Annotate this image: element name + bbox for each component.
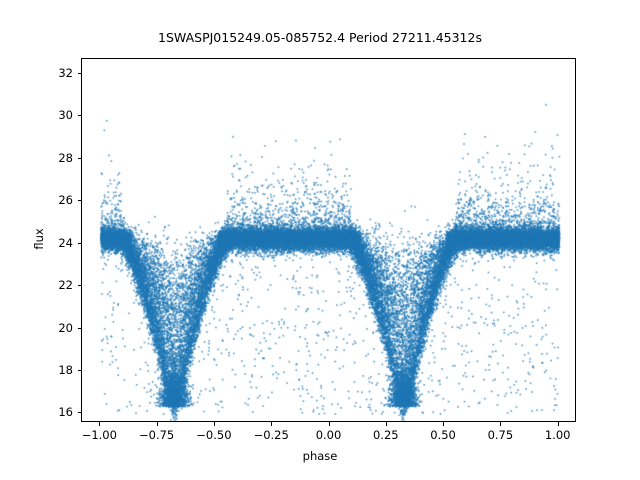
page-title: 1SWASPJ015249.05-085752.4 Period 27211.4…: [158, 30, 482, 45]
x-axis-tick-mark: [443, 422, 445, 426]
y-axis-label: flux: [32, 228, 46, 250]
plot-axes: [81, 58, 576, 422]
x-axis-tick-label: −0.25: [253, 428, 289, 442]
y-axis-tick-label: 30: [58, 108, 73, 123]
y-axis-tick-label: 28: [58, 150, 73, 165]
x-axis-tick-mark: [99, 422, 101, 426]
x-axis-tick-mark: [557, 422, 559, 426]
x-axis-tick-mark: [385, 422, 387, 426]
y-axis-tick-label: 20: [58, 320, 73, 335]
x-axis-tick-label: −0.50: [196, 428, 232, 442]
x-axis-tick-mark: [213, 422, 215, 426]
scatter-plot-points: [82, 59, 575, 421]
x-axis-tick-mark: [500, 422, 502, 426]
x-axis-label: phase: [302, 449, 338, 463]
y-axis-tick-label: 32: [58, 65, 73, 80]
x-axis-tick-label: 0.00: [315, 428, 342, 442]
x-axis-tick-mark: [271, 422, 273, 426]
y-axis-tick-label: 22: [58, 278, 73, 293]
y-axis-tick-label: 26: [58, 193, 73, 208]
x-axis-tick-label: 0.75: [487, 428, 514, 442]
x-axis-tick-label: −1.00: [81, 428, 117, 442]
x-axis-tick-label: 1.00: [544, 428, 571, 442]
y-axis-tick-label: 18: [58, 363, 73, 377]
x-axis-tick-label: 0.50: [430, 428, 456, 442]
x-axis-tick-label: −0.75: [139, 428, 175, 442]
x-axis-tick-mark: [328, 422, 330, 426]
y-axis-tick-label: 16: [58, 405, 73, 420]
x-axis-tick-mark: [156, 422, 158, 426]
x-axis-tick-label: 0.25: [372, 428, 399, 442]
